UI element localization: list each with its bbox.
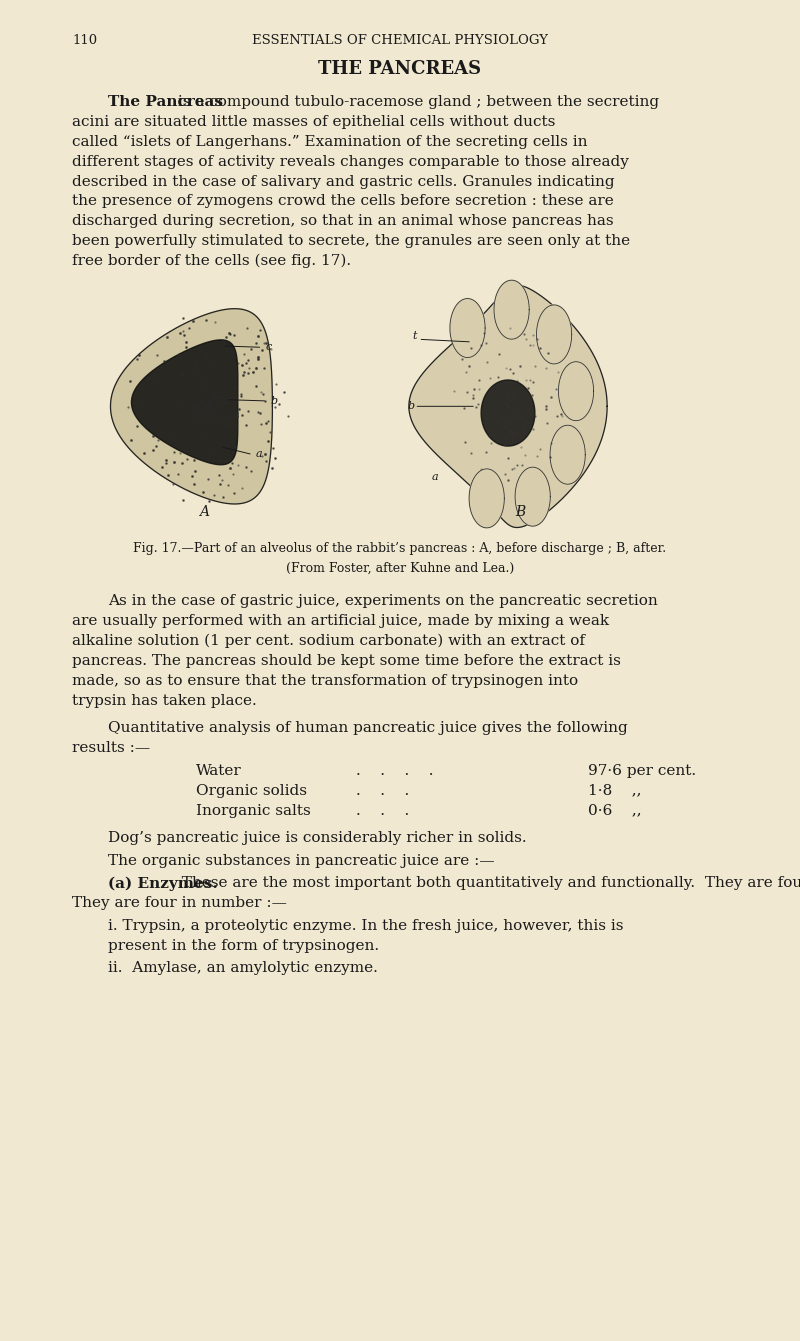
Text: results :—: results :— [72, 742, 150, 755]
Text: made, so as to ensure that the transformation of trypsinogen into: made, so as to ensure that the transform… [72, 673, 578, 688]
Text: The organic substances in pancreatic juice are :—: The organic substances in pancreatic jui… [108, 854, 494, 868]
Text: THE PANCREAS: THE PANCREAS [318, 60, 482, 78]
Text: b: b [270, 396, 278, 405]
Text: c: c [266, 342, 272, 351]
Polygon shape [515, 467, 550, 526]
Text: 97·6 per cent.: 97·6 per cent. [588, 764, 696, 778]
Polygon shape [550, 425, 586, 484]
Text: These are the most important both quantitatively and functionally.  They are fou: These are the most important both quanti… [172, 877, 800, 890]
Text: .    .    .    .: . . . . [356, 764, 434, 778]
Text: Water: Water [196, 764, 242, 778]
Text: free border of the cells (see fig. 17).: free border of the cells (see fig. 17). [72, 253, 351, 268]
Text: different stages of activity reveals changes comparable to those already: different stages of activity reveals cha… [72, 154, 629, 169]
Text: pancreas. The pancreas should be kept some time before the extract is: pancreas. The pancreas should be kept so… [72, 654, 621, 668]
Text: Fig. 17.—Part of an alveolus of the rabbit’s pancreas : A, before discharge ; B,: Fig. 17.—Part of an alveolus of the rabb… [134, 542, 666, 555]
Text: B: B [515, 506, 525, 519]
Text: t: t [412, 331, 417, 341]
Text: alkaline solution (1 per cent. sodium carbonate) with an extract of: alkaline solution (1 per cent. sodium ca… [72, 634, 585, 649]
Text: They are four in number :—: They are four in number :— [72, 896, 287, 911]
Text: i. Trypsin, a proteolytic enzyme. In the fresh juice, however, this is: i. Trypsin, a proteolytic enzyme. In the… [108, 919, 623, 933]
Polygon shape [469, 469, 504, 528]
Text: a: a [432, 472, 438, 481]
Text: present in the form of trypsinogen.: present in the form of trypsinogen. [108, 939, 379, 952]
Polygon shape [494, 280, 530, 339]
Text: The Pancreas: The Pancreas [108, 95, 223, 109]
Text: Dog’s pancreatic juice is considerably richer in solids.: Dog’s pancreatic juice is considerably r… [108, 831, 526, 845]
Polygon shape [481, 380, 535, 447]
Text: (a) Enzymes.: (a) Enzymes. [108, 877, 218, 890]
Text: the presence of zymogens crowd the cells before secretion : these are: the presence of zymogens crowd the cells… [72, 194, 614, 208]
Text: described in the case of salivary and gastric cells. Granules indicating: described in the case of salivary and ga… [72, 174, 614, 189]
Text: .    .    .: . . . [356, 783, 410, 798]
Text: is a compound tubulo-racemose gland ; between the secreting: is a compound tubulo-racemose gland ; be… [173, 95, 659, 109]
Text: are usually performed with an artificial juice, made by mixing a weak: are usually performed with an artificial… [72, 614, 609, 628]
Text: .    .    .: . . . [356, 803, 410, 818]
Polygon shape [131, 339, 238, 465]
Polygon shape [558, 362, 594, 421]
Text: b: b [408, 401, 415, 410]
Text: Inorganic salts: Inorganic salts [196, 803, 310, 818]
Polygon shape [537, 304, 572, 363]
Text: 1·8    ,,: 1·8 ,, [588, 783, 642, 798]
Text: trypsin has taken place.: trypsin has taken place. [72, 693, 257, 708]
Text: ESSENTIALS OF CHEMICAL PHYSIOLOGY: ESSENTIALS OF CHEMICAL PHYSIOLOGY [252, 34, 548, 47]
Text: 110: 110 [72, 34, 97, 47]
Text: acini are situated little masses of epithelial cells without ducts: acini are situated little masses of epit… [72, 115, 555, 129]
Polygon shape [110, 308, 272, 504]
Text: 0·6    ,,: 0·6 ,, [588, 803, 642, 818]
Text: A: A [199, 506, 209, 519]
Polygon shape [409, 286, 607, 527]
Polygon shape [450, 299, 485, 358]
Text: ii.  Amylase, an amylolytic enzyme.: ii. Amylase, an amylolytic enzyme. [108, 961, 378, 975]
Text: (From Foster, after Kuhne and Lea.): (From Foster, after Kuhne and Lea.) [286, 562, 514, 575]
Text: discharged during secretion, so that in an animal whose pancreas has: discharged during secretion, so that in … [72, 215, 614, 228]
Text: called “islets of Langerhans.” Examination of the secreting cells in: called “islets of Langerhans.” Examinati… [72, 135, 587, 149]
Text: Quantitative analysis of human pancreatic juice gives the following: Quantitative analysis of human pancreati… [108, 721, 628, 735]
Text: a: a [256, 449, 262, 459]
Text: As in the case of gastric juice, experiments on the pancreatic secretion: As in the case of gastric juice, experim… [108, 594, 658, 609]
Text: been powerfully stimulated to secrete, the granules are seen only at the: been powerfully stimulated to secrete, t… [72, 235, 630, 248]
Text: Organic solids: Organic solids [196, 783, 307, 798]
